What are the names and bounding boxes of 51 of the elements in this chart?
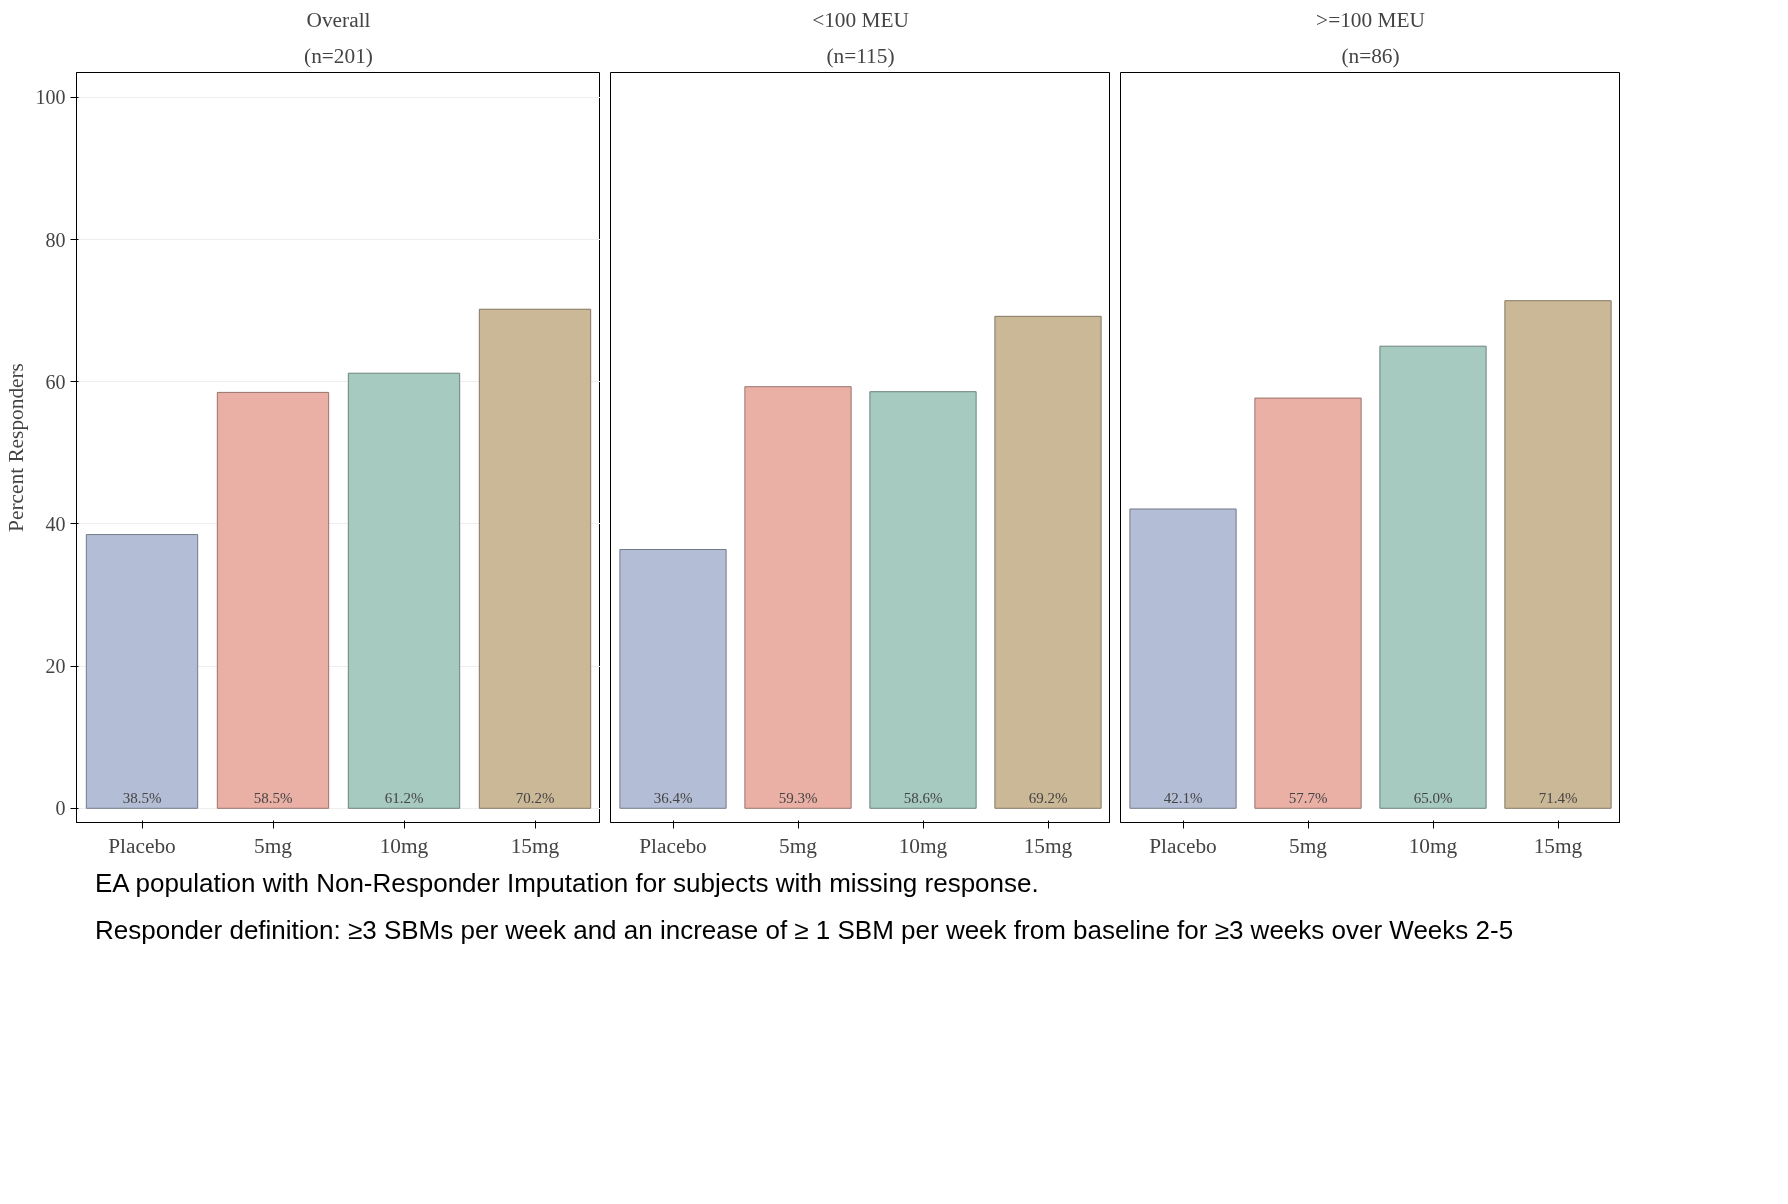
data-label: 58.6% (903, 790, 943, 807)
chart-title: <100 MEU (812, 7, 909, 32)
data-label: 57.7% (1288, 790, 1328, 807)
chart-subtitle: (n=201) (304, 43, 373, 68)
x-tick-label: 15mg (510, 833, 560, 858)
data-label: 71.4% (1538, 790, 1578, 807)
bar (216, 391, 330, 809)
x-tick-label: 15mg (1533, 833, 1583, 858)
bar (744, 386, 852, 809)
y-tick-label: 100 (35, 86, 66, 109)
bar (994, 315, 1102, 809)
bar (1254, 397, 1362, 809)
text: Responder definition: ≥3 SBMs per week and an increase of ≥ 1 SBM per week from baseline for ≥3 weeks over Weeks 2-5 (95, 914, 1514, 948)
data-label: 65.0% (1413, 790, 1453, 807)
chart-subtitle: (n=86) (1341, 43, 1400, 68)
x-tick-label: 5mg (254, 833, 293, 858)
y-tick-label: 20 (45, 655, 66, 678)
x-tick-label: Placebo (108, 833, 176, 858)
x-tick-label: Placebo (639, 833, 707, 858)
x-tick-label: 5mg (779, 833, 818, 858)
y-tick-label: 40 (45, 512, 66, 535)
bar (619, 549, 727, 809)
data-label: 38.5% (122, 790, 162, 807)
data-label: 61.2% (384, 790, 424, 807)
data-label: 59.3% (778, 790, 818, 807)
data-label: 58.5% (253, 790, 293, 807)
x-tick-label: 5mg (1289, 833, 1328, 858)
bar (1504, 300, 1612, 809)
data-label: 69.2% (1028, 790, 1068, 807)
bar (478, 308, 592, 809)
x-tick-label: 10mg (379, 833, 429, 858)
y-tick-label: 60 (45, 370, 66, 393)
x-tick-label: 10mg (898, 833, 948, 858)
data-label: 36.4% (653, 790, 693, 807)
chart-title: Overall (306, 7, 371, 32)
bar (1379, 345, 1487, 809)
y-axis-title: Percent Responders (3, 363, 28, 532)
x-tick-label: Placebo (1149, 833, 1217, 858)
y-tick-label: 0 (55, 797, 66, 820)
data-label: 42.1% (1163, 790, 1203, 807)
bar (347, 372, 461, 809)
text: EA population with Non-Responder Imputation for subjects with missing response. (95, 867, 1039, 900)
chart-subtitle: (n=115) (826, 43, 895, 68)
bar (869, 391, 977, 809)
y-tick-label: 80 (45, 228, 66, 251)
data-label: 70.2% (515, 790, 555, 807)
x-tick-label: 10mg (1408, 833, 1458, 858)
x-tick-label: 15mg (1023, 833, 1073, 858)
chart-title: >=100 MEU (1316, 7, 1425, 32)
bar (1129, 508, 1237, 809)
bar (85, 534, 199, 809)
